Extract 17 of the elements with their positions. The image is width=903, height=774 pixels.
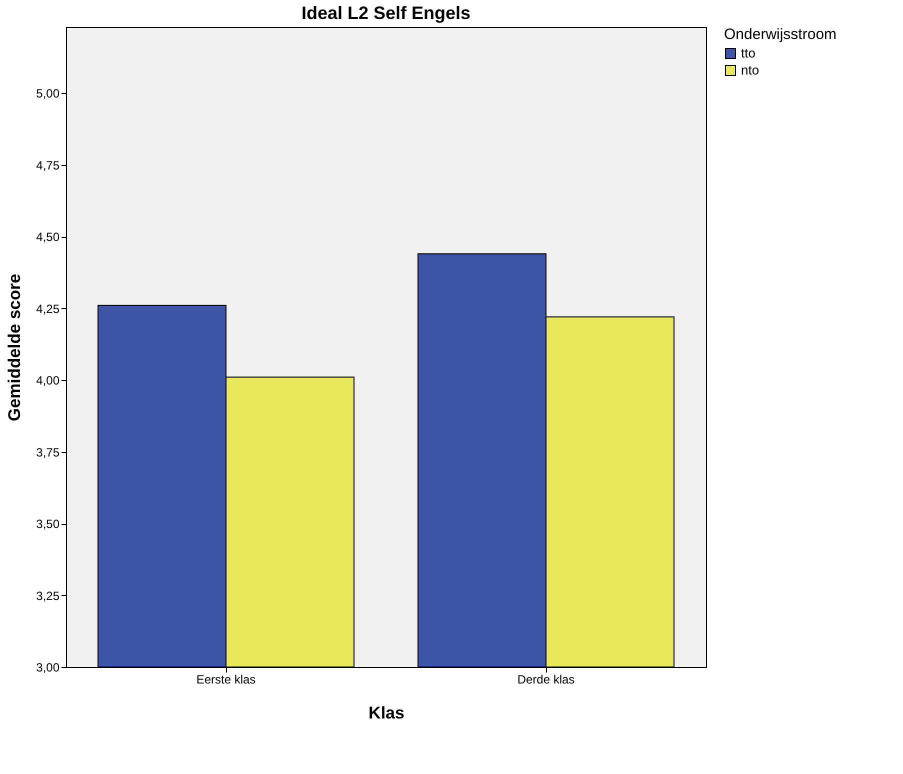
y-tick-label: 4,00 <box>36 374 60 388</box>
chart-title: Ideal L2 Self Engels <box>301 3 471 23</box>
x-tick-label: Derde klas <box>517 672 575 686</box>
y-tick-label: 5,00 <box>36 86 60 101</box>
y-axis-title: Gemiddelde score <box>5 274 24 422</box>
legend-title: Onderwijsstroom <box>724 26 837 43</box>
y-tick-label: 4,75 <box>36 158 60 172</box>
x-tick-label: Eerste klas <box>196 672 256 686</box>
y-tick-label: 3,50 <box>36 517 60 531</box>
y-tick-label: 3,75 <box>36 445 60 460</box>
legend-label: tto <box>741 46 756 60</box>
y-tick-label: 3,25 <box>36 588 60 603</box>
legend-label: nto <box>741 62 760 78</box>
y-tick-label: 4,50 <box>36 230 60 244</box>
x-axis-title: Klas <box>368 704 404 722</box>
y-tick-label: 4,25 <box>36 302 60 316</box>
y-tick-label: 3,00 <box>36 660 60 674</box>
